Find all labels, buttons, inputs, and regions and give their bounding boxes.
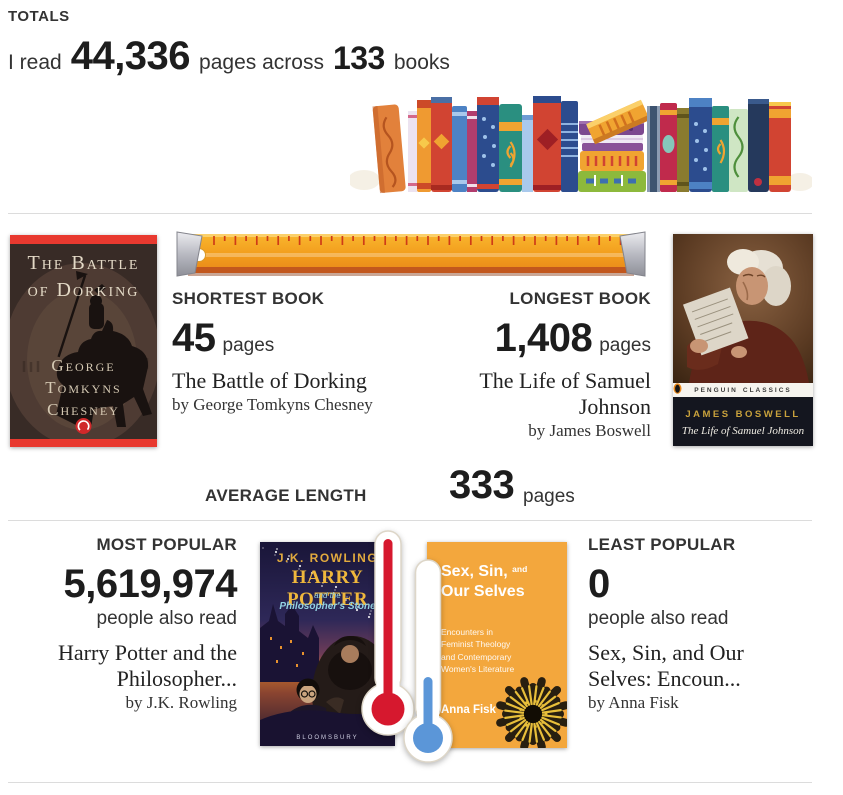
penguin-logo-icon (673, 383, 682, 394)
longest-book-title[interactable]: The Life of Samuel Johnson (479, 368, 651, 419)
total-pages-value: 44,336 (70, 34, 191, 78)
totals-section-label: TOTALS (8, 8, 70, 25)
sexsin-cover-author: Anna Fisk (441, 704, 496, 716)
johnson-portrait (682, 249, 809, 383)
longest-book-pages-unit: pages (599, 335, 651, 356)
shortest-book-pages-unit: pages (222, 335, 275, 356)
horse-rider-silhouette (56, 271, 152, 428)
cover-most-popular[interactable]: J.K. ROWLING HARRY POTTER and the Philos… (260, 542, 395, 746)
thermometer-low-icon (403, 559, 453, 763)
average-length-label: AVERAGE LENGTH (205, 486, 367, 505)
average-length-value: 333 (449, 463, 515, 507)
most-popular-title[interactable]: Harry Potter and the Philosopher... (58, 640, 237, 691)
johnson-cover-author: JAMES BOSWELL (685, 409, 801, 420)
dorking-cover-author: George Tomkyns Chesney (45, 356, 122, 420)
shortest-book-title[interactable]: The Battle of Dorking (172, 368, 367, 393)
shortest-book-pages-value: 45 (172, 316, 216, 360)
totals-summary-line: I read 44,336 pages across 133 books (8, 34, 450, 79)
section-divider (8, 213, 812, 214)
most-popular-unit: people also read (96, 608, 238, 629)
penguin-classics-strip: PENGUIN CLASSICS (673, 383, 813, 397)
dorking-cover-art (10, 235, 157, 447)
shortest-book-author[interactable]: by George Tomkyns Chesney (172, 394, 373, 414)
potter-cover-title: HARRY POTTER (286, 567, 369, 610)
foreground-rubble (260, 706, 395, 746)
totals-middle: pages across (199, 51, 324, 74)
sexsin-cover-title: Sex, Sin, and Our Selves (441, 563, 528, 600)
shortest-book-label: SHORTEST BOOK (172, 289, 325, 308)
johnson-cover-title: The Life of Samuel Johnson (681, 425, 805, 437)
section-divider (8, 520, 812, 521)
most-popular-block: MOST POPULAR 5,619,974 people also read … (0, 535, 238, 713)
section-divider (8, 782, 812, 783)
longest-book-block: LONGEST BOOK 1,408 pages The Life of Sam… (391, 289, 651, 441)
potter-cover-subtitle2: Philosopher's Stone (279, 601, 376, 612)
shortest-book-block: SHORTEST BOOK 45 pages The Battle of Dor… (172, 289, 472, 415)
least-popular-title[interactable]: Sex, Sin, and Our Selves: Encoun... (588, 640, 744, 691)
dorking-cover-title: The Battle of Dorking (27, 252, 140, 301)
most-popular-label: MOST POPULAR (96, 535, 237, 554)
longest-book-author[interactable]: by James Boswell (528, 420, 651, 440)
potter-cover-author: J.K. ROWLING (276, 551, 379, 565)
classics-imprint-text: CLASSICS (742, 386, 792, 394)
least-popular-label: LEAST POPULAR (588, 535, 736, 554)
least-popular-block: LEAST POPULAR 0 people also read Sex, Si… (588, 535, 800, 713)
shelf-books (372, 96, 791, 194)
least-popular-value: 0 (588, 562, 610, 606)
most-popular-author[interactable]: by J.K. Rowling (125, 692, 237, 712)
least-popular-author[interactable]: by Anna Fisk (588, 692, 679, 712)
cover-longest-book[interactable]: PENGUIN CLASSICS JAMES BOSWELL The Life … (673, 234, 813, 446)
shelf-watermark (786, 173, 812, 191)
most-popular-value: 5,619,974 (63, 562, 238, 606)
castle-silhouette (260, 604, 319, 682)
shelf-watermark (350, 170, 380, 190)
ruler-illustration (176, 231, 646, 277)
publisher-logo-icon (75, 418, 92, 434)
ruler-right-cap (619, 231, 646, 277)
johnson-cover-art (673, 234, 813, 383)
penguin-imprint-text: PENGUIN (694, 386, 738, 394)
total-books-value: 133 (332, 40, 385, 76)
longest-book-pages-value: 1,408 (494, 316, 593, 360)
ruler-left-cap (176, 231, 203, 277)
ruler-tick-marks (213, 236, 622, 245)
least-popular-unit: people also read (588, 608, 729, 629)
cover-shortest-book[interactable]: The Battle of Dorking George Tomkyns Che… (10, 235, 157, 447)
average-length-unit: pages (523, 486, 575, 507)
potter-cover-art (260, 542, 395, 746)
totals-suffix: books (393, 51, 450, 74)
longest-book-label: LONGEST BOOK (509, 289, 651, 308)
thermometer-full-icon (361, 530, 415, 736)
potter-cover-publisher: BLOOMSBURY (296, 735, 359, 741)
totals-prefix: I read (8, 51, 62, 74)
bookshelf-illustration (350, 96, 812, 194)
potter-cover-subtitle1: and the (314, 591, 341, 600)
sexsin-cover-subtitle: Encounters in Feminist Theology and Cont… (441, 627, 515, 674)
